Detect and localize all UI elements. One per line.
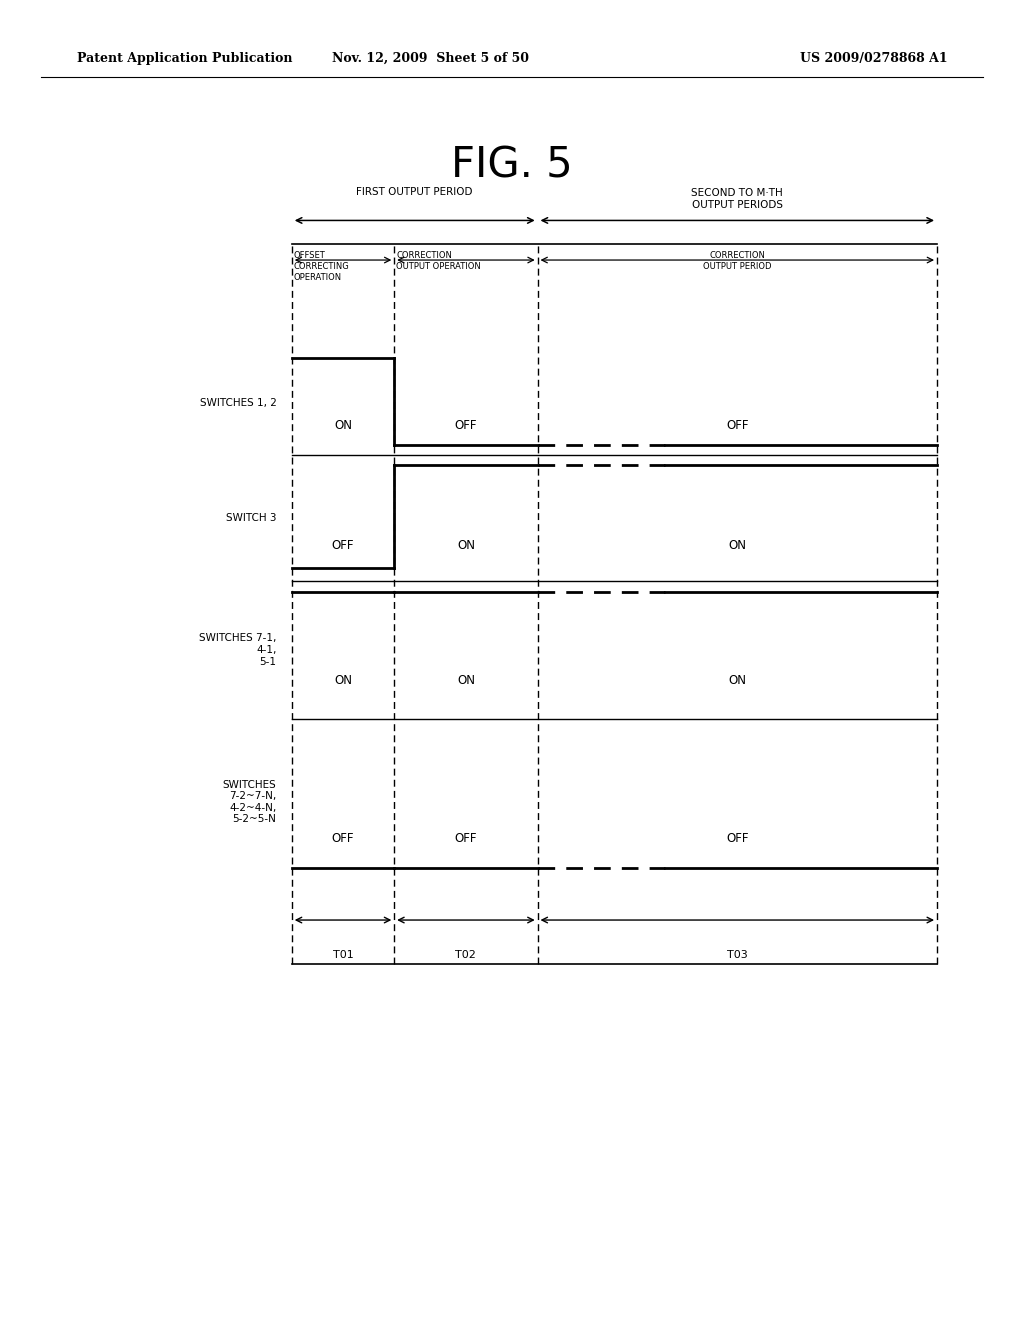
Text: ON: ON: [728, 539, 746, 552]
Text: US 2009/0278868 A1: US 2009/0278868 A1: [800, 51, 947, 65]
Text: SWITCH 3: SWITCH 3: [226, 513, 276, 523]
Text: ON: ON: [334, 675, 352, 688]
Text: OFF: OFF: [455, 420, 477, 433]
Text: OFF: OFF: [332, 832, 354, 845]
Text: OFFSET
CORRECTING
OPERATION: OFFSET CORRECTING OPERATION: [294, 251, 349, 282]
Text: OFF: OFF: [726, 420, 749, 433]
Text: SWITCHES 7-1,
4-1,
5-1: SWITCHES 7-1, 4-1, 5-1: [199, 634, 276, 667]
Text: ON: ON: [457, 675, 475, 688]
Text: ON: ON: [457, 539, 475, 552]
Text: ON: ON: [334, 420, 352, 433]
Text: SWITCHES
7-2~7-N,
4-2~4-N,
5-2~5-N: SWITCHES 7-2~7-N, 4-2~4-N, 5-2~5-N: [223, 780, 276, 824]
Text: Nov. 12, 2009  Sheet 5 of 50: Nov. 12, 2009 Sheet 5 of 50: [332, 51, 528, 65]
Text: OFF: OFF: [455, 832, 477, 845]
Text: ON: ON: [728, 675, 746, 688]
Text: SECOND TO M·TH
OUTPUT PERIODS: SECOND TO M·TH OUTPUT PERIODS: [691, 189, 783, 210]
Text: CORRECTION
OUTPUT PERIOD: CORRECTION OUTPUT PERIOD: [703, 251, 771, 271]
Text: FIG. 5: FIG. 5: [452, 144, 572, 186]
Text: Patent Application Publication: Patent Application Publication: [77, 51, 292, 65]
Text: CORRECTION
OUTPUT OPERATION: CORRECTION OUTPUT OPERATION: [396, 251, 481, 271]
Text: T03: T03: [727, 949, 748, 960]
Text: T02: T02: [456, 949, 476, 960]
Text: T01: T01: [333, 949, 353, 960]
Text: OFF: OFF: [726, 832, 749, 845]
Text: FIRST OUTPUT PERIOD: FIRST OUTPUT PERIOD: [356, 186, 473, 197]
Text: OFF: OFF: [332, 539, 354, 552]
Text: SWITCHES 1, 2: SWITCHES 1, 2: [200, 397, 276, 408]
